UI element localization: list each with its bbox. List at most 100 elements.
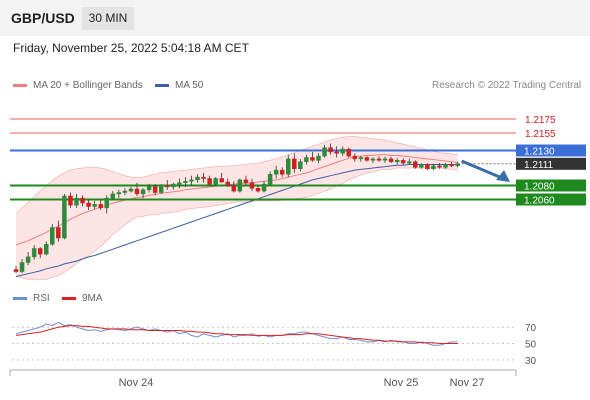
candle-up (261, 183, 267, 192)
candle-up (50, 227, 55, 245)
ma20-swatch (13, 83, 27, 87)
rsi-ma-swatch (62, 296, 76, 300)
candle-up (140, 189, 146, 195)
legend-rsi-label: RSI (33, 293, 50, 304)
candle-down (134, 188, 140, 195)
candle-down (98, 204, 103, 209)
legend-ma50: MA 50 (155, 80, 203, 91)
candle-up (183, 181, 188, 183)
candle-down (255, 188, 261, 192)
current-price-label: 1.2111 (524, 160, 554, 171)
candle-up (110, 193, 116, 199)
support-label-5: 1.2060 (524, 196, 555, 207)
x-tick-label: Nov 24 (119, 377, 154, 389)
candle-up (340, 148, 345, 154)
ma20-line (15, 154, 458, 246)
candle-down (165, 185, 170, 188)
candle-up (116, 192, 122, 195)
candle-down (279, 169, 285, 175)
resistance-label-0: 1.2175 (525, 115, 556, 126)
candle-down (310, 157, 315, 161)
candle-down (231, 185, 237, 192)
candle-down (292, 158, 297, 169)
candle-up (92, 204, 97, 207)
candle-down (437, 165, 442, 168)
candle-down (346, 148, 351, 157)
candle-up (316, 155, 321, 161)
candle-down (364, 157, 370, 161)
legend-ma20: MA 20 + Bollinger Bands (13, 80, 143, 91)
candle-up (407, 161, 412, 164)
candle-up (189, 179, 194, 182)
x-tick-label: Nov 27 (450, 377, 485, 389)
bollinger-upper-line (15, 136, 458, 214)
candle-up (298, 161, 303, 169)
candle-down (219, 178, 224, 183)
candle-up (62, 195, 67, 239)
datetime-label: Friday, November 25, 2022 5:04:18 AM CET (13, 41, 249, 55)
rsi-swatch (13, 296, 27, 300)
candle-down (376, 158, 382, 161)
candle-down (152, 186, 158, 193)
candle-down (334, 151, 339, 154)
bollinger-lower-line (15, 167, 458, 280)
legend-ma50-label: MA 50 (175, 80, 204, 91)
legend-rsi: RSI (13, 293, 50, 304)
candle-up (25, 256, 31, 263)
candle-up (44, 244, 49, 255)
resistance-label-1: 1.2155 (525, 129, 556, 140)
timeframe-button[interactable]: 30 MIN (82, 7, 134, 30)
candle-up (419, 164, 424, 168)
candle-up (158, 185, 164, 193)
ma50-line (15, 164, 458, 277)
candle-down (207, 178, 212, 185)
rsi-tick-label-30: 30 (525, 356, 537, 367)
pivot-label-2: 1.2130 (524, 147, 555, 158)
credit-text: Research © 2022 Trading Central (432, 80, 582, 91)
candle-down (425, 164, 430, 169)
x-tick-label: Nov 25 (384, 377, 419, 389)
rsi-ma-line (15, 325, 458, 344)
symbol-label: GBP/USD (11, 10, 75, 26)
legend-rsi-ma: 9MA (62, 293, 103, 304)
pivot-tag-2 (516, 144, 586, 157)
candle-down (201, 176, 206, 179)
candle-up (286, 158, 291, 175)
candle-down (68, 195, 73, 206)
candle-up (104, 197, 109, 209)
candle-down (225, 181, 230, 186)
legend-ma20-label: MA 20 + Bollinger Bands (33, 80, 143, 91)
candle-up (31, 248, 37, 258)
candle-up (177, 182, 182, 185)
candle-up (171, 183, 176, 188)
candle-up (382, 158, 388, 161)
rsi-tick-label-70: 70 (525, 323, 537, 334)
support-tag-4 (516, 179, 586, 192)
candle-down (449, 164, 454, 167)
candle-up (322, 147, 327, 157)
candle-up (74, 197, 79, 206)
candle-down (249, 182, 255, 189)
rsi-line (15, 321, 458, 346)
candle-up (267, 174, 273, 185)
candle-up (195, 176, 200, 181)
candle-up (213, 178, 218, 185)
rsi-tick-label-50: 50 (525, 340, 537, 351)
candle-up (122, 190, 128, 193)
forecast-arrow-head (496, 170, 510, 182)
candle-up (128, 188, 134, 192)
candle-up (394, 160, 400, 162)
candle-up (455, 163, 460, 167)
candle-up (304, 157, 309, 162)
candle-up (431, 165, 436, 169)
forecast-arrow-shaft (461, 159, 503, 180)
legend-rsi-ma-label: 9MA (82, 293, 103, 304)
candle-down (243, 179, 249, 183)
candle-up (19, 262, 25, 272)
candle-up (237, 179, 243, 192)
candle-up (146, 186, 152, 190)
header-bar: GBP/USD 30 MIN (0, 0, 590, 36)
ma50-swatch (155, 83, 169, 87)
candle-down (80, 197, 85, 204)
